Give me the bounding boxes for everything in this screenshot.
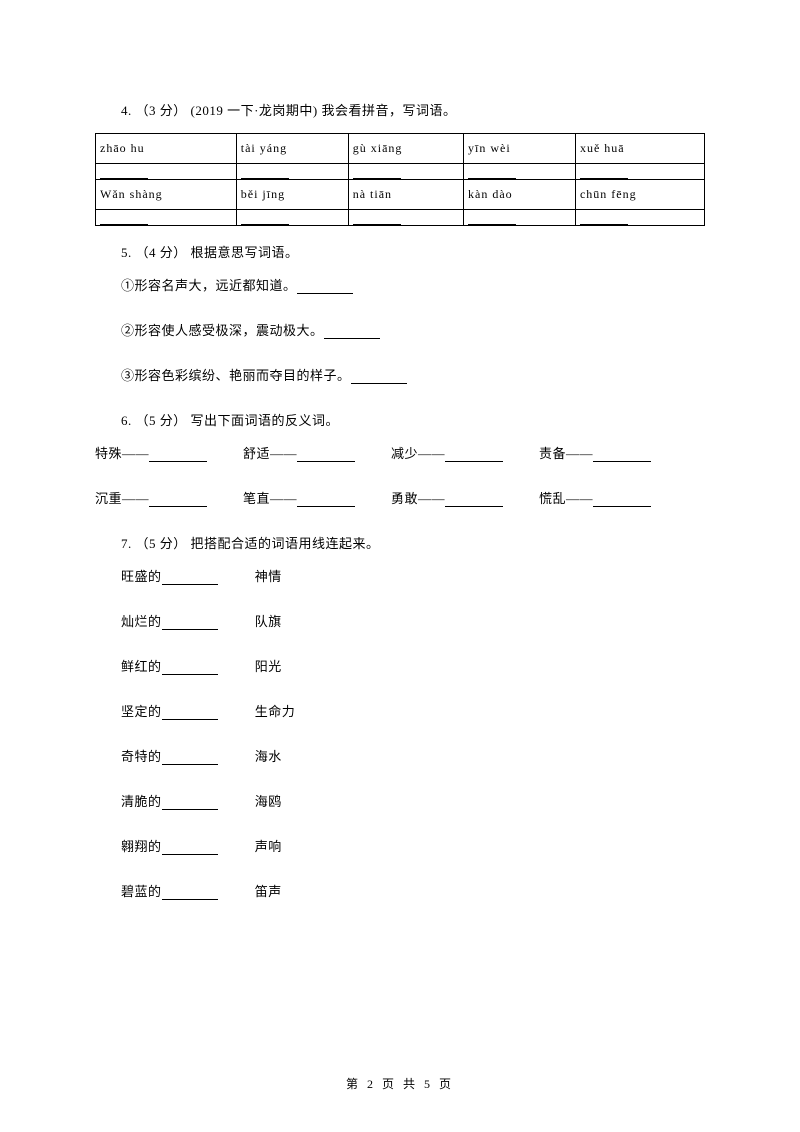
antonym-item: 责备—— — [539, 443, 651, 462]
answer-cell[interactable] — [348, 210, 463, 226]
blank-field[interactable] — [593, 493, 651, 507]
q5-item-text: ①形容名声大，远近都知道。 — [121, 278, 297, 293]
q4-header: 4. （3 分） (2019 一下·龙岗期中) 我会看拼音，写词语。 — [95, 100, 705, 119]
q5-item-1: ①形容名声大，远近都知道。 — [95, 275, 705, 294]
match-row: 奇特的 海水 — [95, 746, 705, 765]
match-right-text: 生命力 — [255, 701, 296, 720]
q5-item-text: ③形容色彩缤纷、艳丽而夺目的样子。 — [121, 368, 351, 383]
blank-field[interactable] — [162, 571, 218, 585]
blank-field[interactable] — [297, 493, 355, 507]
match-right-text: 阳光 — [255, 656, 282, 675]
antonym-item: 慌乱—— — [539, 488, 651, 507]
match-right-text: 笛声 — [255, 881, 282, 900]
table-row: Wǎn shàng běi jīng nà tiān kàn dào chūn … — [96, 180, 705, 210]
blank-field[interactable] — [149, 448, 207, 462]
match-row: 碧蓝的 笛声 — [95, 881, 705, 900]
pinyin-cell: Wǎn shàng — [96, 180, 237, 210]
blank-field[interactable] — [162, 841, 218, 855]
q6-row-2: 沉重—— 笔直—— 勇敢—— 慌乱—— — [95, 488, 705, 507]
answer-cell[interactable] — [348, 164, 463, 180]
q5-item-3: ③形容色彩缤纷、艳丽而夺目的样子。 — [95, 365, 705, 384]
antonym-item: 勇敢—— — [391, 488, 503, 507]
blank-field[interactable] — [593, 448, 651, 462]
match-left-text: 碧蓝的 — [121, 884, 162, 899]
match-left-text: 奇特的 — [121, 749, 162, 764]
q6-header: 6. （5 分） 写出下面词语的反义词。 — [95, 410, 705, 429]
answer-cell[interactable] — [236, 210, 348, 226]
table-row — [96, 210, 705, 226]
q5-header: 5. （4 分） 根据意思写词语。 — [95, 242, 705, 261]
match-right-text: 海水 — [255, 746, 282, 765]
table-row — [96, 164, 705, 180]
answer-cell[interactable] — [96, 164, 237, 180]
blank-field[interactable] — [324, 325, 380, 339]
match-left-text: 旺盛的 — [121, 569, 162, 584]
antonym-item: 沉重—— — [95, 488, 207, 507]
antonym-item: 笔直—— — [243, 488, 355, 507]
match-row: 鲜红的 阳光 — [95, 656, 705, 675]
blank-field[interactable] — [162, 706, 218, 720]
pinyin-cell: kàn dào — [464, 180, 576, 210]
pinyin-cell: xuě huā — [575, 134, 704, 164]
pinyin-cell: nà tiān — [348, 180, 463, 210]
antonym-item: 舒适—— — [243, 443, 355, 462]
blank-field[interactable] — [162, 661, 218, 675]
answer-cell[interactable] — [575, 164, 704, 180]
pinyin-cell: zhāo hu — [96, 134, 237, 164]
match-left-text: 灿烂的 — [121, 614, 162, 629]
blank-field[interactable] — [162, 616, 218, 630]
blank-field[interactable] — [162, 886, 218, 900]
blank-field[interactable] — [445, 493, 503, 507]
blank-field[interactable] — [149, 493, 207, 507]
match-row: 坚定的 生命力 — [95, 701, 705, 720]
blank-field[interactable] — [297, 280, 353, 294]
blank-field[interactable] — [445, 448, 503, 462]
blank-field[interactable] — [297, 448, 355, 462]
match-right-text: 声响 — [255, 836, 282, 855]
pinyin-cell: gù xiāng — [348, 134, 463, 164]
match-row: 灿烂的 队旗 — [95, 611, 705, 630]
q5-item-text: ②形容使人感受极深，震动极大。 — [121, 323, 324, 338]
match-right-text: 队旗 — [255, 611, 282, 630]
answer-cell[interactable] — [96, 210, 237, 226]
q7-header: 7. （5 分） 把搭配合适的词语用线连起来。 — [95, 533, 705, 552]
match-right-text: 神情 — [255, 566, 282, 585]
match-row: 翱翔的 声响 — [95, 836, 705, 855]
answer-cell[interactable] — [575, 210, 704, 226]
match-row: 旺盛的 神情 — [95, 566, 705, 585]
page-footer: 第 2 页 共 5 页 — [0, 1075, 800, 1092]
q5-item-2: ②形容使人感受极深，震动极大。 — [95, 320, 705, 339]
antonym-item: 特殊—— — [95, 443, 207, 462]
match-left-text: 翱翔的 — [121, 839, 162, 854]
match-left-text: 鲜红的 — [121, 659, 162, 674]
answer-cell[interactable] — [236, 164, 348, 180]
table-row: zhāo hu tài yáng gù xiāng yīn wèi xuě hu… — [96, 134, 705, 164]
pinyin-cell: běi jīng — [236, 180, 348, 210]
blank-field[interactable] — [162, 751, 218, 765]
answer-cell[interactable] — [464, 210, 576, 226]
q6-row-1: 特殊—— 舒适—— 减少—— 责备—— — [95, 443, 705, 462]
blank-field[interactable] — [162, 796, 218, 810]
pinyin-cell: tài yáng — [236, 134, 348, 164]
match-left-text: 清脆的 — [121, 794, 162, 809]
match-row: 清脆的 海鸥 — [95, 791, 705, 810]
answer-cell[interactable] — [464, 164, 576, 180]
pinyin-table: zhāo hu tài yáng gù xiāng yīn wèi xuě hu… — [95, 133, 705, 226]
match-left-text: 坚定的 — [121, 704, 162, 719]
blank-field[interactable] — [351, 370, 407, 384]
match-right-text: 海鸥 — [255, 791, 282, 810]
antonym-item: 减少—— — [391, 443, 503, 462]
pinyin-cell: yīn wèi — [464, 134, 576, 164]
pinyin-cell: chūn fēng — [575, 180, 704, 210]
